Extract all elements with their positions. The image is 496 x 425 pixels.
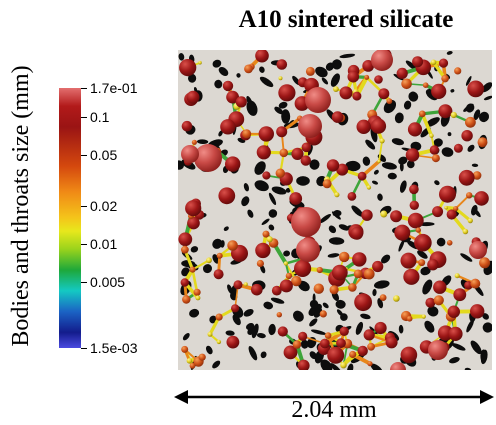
colorbar-tick-label: 0.01	[90, 235, 118, 252]
figure-title: A10 sintered silicate	[238, 6, 454, 33]
colorbar-tick-label: 1.7e-01	[90, 80, 138, 96]
colorbar-tick-label: 0.05	[90, 147, 118, 164]
pore-network-svg	[178, 50, 492, 370]
scale-bar-label: 2.04 mm	[291, 397, 377, 423]
colorbar-tick-label: 0.02	[90, 197, 118, 214]
pore-bodies	[178, 50, 491, 370]
solid-matrix	[178, 50, 492, 370]
colorbar-tick	[81, 281, 87, 283]
colorbar-tick-label: 1.5e-03	[90, 340, 138, 356]
pore-network-render	[178, 50, 492, 370]
scale-bar-arrow	[174, 390, 494, 404]
colorbar-tick	[81, 155, 87, 157]
colorbar-tick	[81, 205, 87, 207]
colorbar-tick	[81, 243, 87, 245]
colorbar-tick-label: 0.005	[90, 273, 126, 290]
colorbar-tick	[81, 88, 87, 89]
colorbar-tick	[81, 117, 87, 119]
colorbar	[59, 88, 81, 348]
colorbar-tick-label: 0.1	[90, 109, 110, 126]
colorbar-label: Bodies and throats size (mm)	[8, 65, 34, 347]
colorbar-tick	[81, 348, 87, 349]
